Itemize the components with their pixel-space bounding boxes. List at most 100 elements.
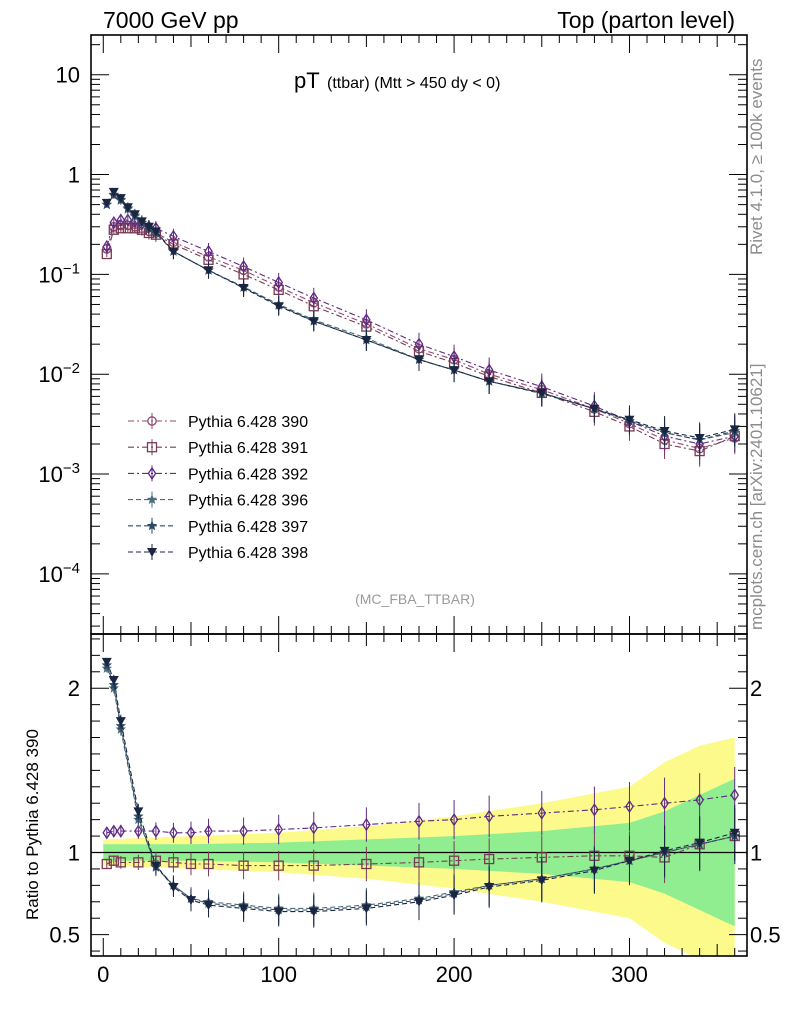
ratio-data-point [133, 807, 144, 817]
ratio-data-point [589, 866, 600, 876]
ratio-data-point [449, 812, 459, 827]
ratio-data-point [239, 824, 248, 838]
analysis-watermark: (MC_FBA_TTBAR) [355, 591, 475, 607]
tick-base: 10 [38, 562, 62, 587]
main-data-point [624, 415, 635, 425]
ratio-data-point [361, 858, 372, 870]
plot-title-main: pT [294, 68, 320, 93]
legend-entry: Pythia 6.428 390 [128, 413, 308, 431]
ratio-data-point [536, 876, 547, 886]
ratio-data-point [133, 824, 143, 838]
ratio-axis-ticks [91, 634, 747, 956]
main-data-point [362, 313, 371, 327]
legend-entry: Pythia 6.428 398 [128, 544, 308, 562]
ratio-y-tick-label-left: 1 [68, 841, 80, 866]
ratio-data-point [115, 857, 126, 868]
y-tick-label: 10−3 [38, 460, 80, 487]
main-data-point [309, 291, 319, 305]
ratio-data-point [537, 806, 547, 820]
ratio-data-point [168, 857, 179, 868]
legend-label: Pythia 6.428 392 [188, 466, 308, 483]
main-data-point [129, 210, 140, 220]
legend-marker [146, 494, 158, 504]
legend-entry: Pythia 6.428 392 [128, 465, 308, 483]
ratio-data-point [169, 826, 178, 840]
ratio-data-point [168, 883, 179, 892]
ratio-data-point [203, 901, 214, 911]
main-data-point [150, 227, 161, 237]
main-data-point [204, 244, 213, 259]
ratio-series-layer [101, 657, 740, 928]
ratio-data-point [186, 826, 196, 840]
ratio-data-point [414, 814, 424, 828]
main-data-point [484, 377, 495, 387]
ratio-data-point [414, 897, 424, 907]
main-series-layer [101, 187, 740, 467]
x-tick-label: 200 [436, 962, 473, 987]
ratio-data-point [413, 857, 425, 868]
main-data-point [102, 239, 112, 254]
ratio-y-tick-label-left: 2 [68, 676, 80, 701]
main-data-point [536, 388, 547, 398]
main-data-point [123, 213, 133, 227]
tick-exponent: −3 [63, 460, 80, 477]
ratio-data-point [133, 857, 144, 868]
ratio-data-point [484, 853, 495, 865]
ratio-data-point [274, 822, 284, 837]
legend-marker [147, 416, 157, 426]
ratio-data-point [109, 824, 119, 838]
legend-entry: Pythia 6.428 391 [128, 439, 308, 457]
tick-base: 10 [56, 63, 80, 88]
mcplots-source-label: mcplots.cern.ch [arXiv:2401.10621] [747, 364, 766, 630]
x-tick-label: 300 [611, 962, 648, 987]
ratio-data-point [694, 838, 705, 848]
main-data-point [122, 203, 133, 213]
header-energy: 7000 GeV pp [103, 7, 239, 33]
ratio-data-point [115, 717, 126, 727]
ratio-series-line [106, 661, 735, 913]
main-data-point [108, 187, 119, 197]
main-series-line [106, 219, 735, 445]
main-data-point [143, 222, 154, 232]
main-data-point [308, 317, 319, 327]
ratio-y-tick-label-right: 1 [750, 841, 762, 866]
legend-label: Pythia 6.428 398 [188, 545, 308, 562]
ratio-data-point [203, 858, 214, 870]
y-tick-label: 1 [68, 163, 80, 188]
ratio-data-point [361, 904, 372, 914]
ratio-data-point [624, 856, 635, 866]
ratio-series-line [106, 835, 735, 867]
y-tick-label: 10 [56, 63, 80, 88]
legend-marker [146, 442, 158, 453]
ratio-data-point [484, 883, 495, 892]
ratio-data-point [238, 860, 249, 871]
x-tick-labels: 0 100 200 300 [97, 962, 648, 987]
ratio-data-point [308, 860, 319, 871]
legend-entry: Pythia 6.428 396 [128, 491, 308, 510]
main-data-point [274, 275, 284, 290]
ratio-data-point [108, 855, 119, 866]
legend-marker [147, 466, 157, 481]
ratio-series-4 [101, 657, 740, 928]
ratio-series-1 [102, 767, 740, 845]
main-data-point [115, 194, 126, 204]
main-data-point [659, 426, 670, 436]
tick-base: 10 [38, 262, 62, 287]
ratio-data-point [590, 803, 599, 817]
legend-marker [147, 548, 157, 557]
main-series-line [106, 194, 735, 441]
legend: Pythia 6.428 390 Pythia 6.428 391 Pythia 6… [128, 413, 308, 562]
y-tick-label: 10−1 [38, 260, 80, 287]
main-data-point [589, 404, 600, 414]
x-tick-label: 100 [260, 962, 297, 987]
ratio-data-point [102, 826, 112, 840]
legend-marker [146, 520, 158, 531]
plot-title-sub: (ttbar) (Mtt > 450 dy < 0) [327, 75, 500, 92]
header-process: Top (parton level) [557, 7, 735, 33]
main-data-point [169, 229, 178, 244]
ratio-data-point [309, 821, 319, 835]
ratio-data-point [448, 855, 460, 866]
ratio-y-tick-label-right: 2 [750, 676, 762, 701]
